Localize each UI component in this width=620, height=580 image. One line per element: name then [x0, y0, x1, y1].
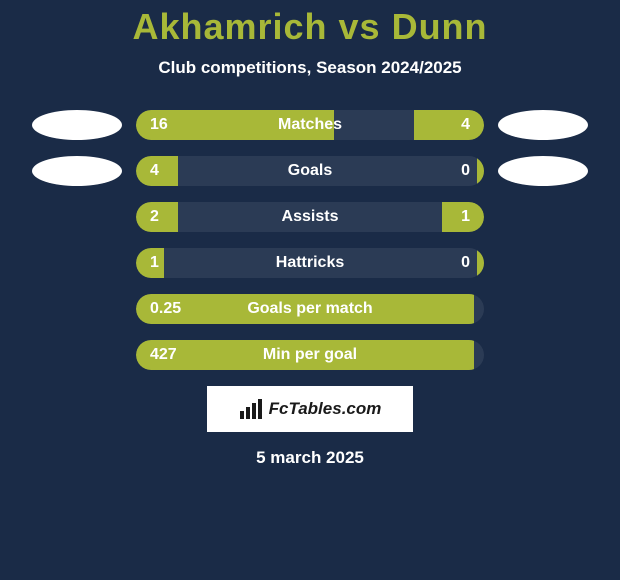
bar-chart-icon: [239, 399, 263, 419]
player-badge-left: [32, 156, 122, 186]
stat-value-right: 0: [461, 254, 470, 272]
stat-value-left: 16: [150, 116, 168, 134]
stat-label: Matches: [278, 116, 342, 134]
stat-bar: 2 1 Assists: [136, 202, 484, 232]
badge-spacer: [32, 294, 122, 324]
badge-spacer: [32, 202, 122, 232]
stat-label: Assists: [282, 208, 339, 226]
stat-bar: 1 0 Hattricks: [136, 248, 484, 278]
badge-spacer: [498, 248, 588, 278]
badge-spacer: [498, 202, 588, 232]
stat-row: 2 1 Assists: [0, 202, 620, 232]
stat-label: Goals: [288, 162, 332, 180]
stat-bar: 4 0 Goals: [136, 156, 484, 186]
stat-bar: 427 Min per goal: [136, 340, 484, 370]
player-badge-right: [498, 156, 588, 186]
stat-value-right: 0: [461, 162, 470, 180]
stat-value-left: 2: [150, 208, 159, 226]
comparison-infographic: Akhamrich vs Dunn Club competitions, Sea…: [0, 0, 620, 468]
footer-date: 5 march 2025: [0, 448, 620, 468]
stat-value-left: 1: [150, 254, 159, 272]
stat-label: Min per goal: [263, 346, 357, 364]
stat-bar: 0.25 Goals per match: [136, 294, 484, 324]
page-title: Akhamrich vs Dunn: [0, 6, 620, 48]
stat-value-left: 0.25: [150, 300, 181, 318]
badge-spacer: [32, 248, 122, 278]
stat-value-right: 4: [461, 116, 470, 134]
stat-value-left: 4: [150, 162, 159, 180]
stat-row: 427 Min per goal: [0, 340, 620, 370]
stat-row: 4 0 Goals: [0, 156, 620, 186]
bar-fill-right: [414, 110, 484, 140]
player-badge-left: [32, 110, 122, 140]
stats-rows: 16 4 Matches 4 0 Goals 2 1 Assists 1 0 Hattricks 0.2…: [0, 110, 620, 370]
stat-row: 16 4 Matches: [0, 110, 620, 140]
footer-logo-text: FcTables.com: [269, 399, 382, 419]
footer-logo: FcTables.com: [207, 386, 413, 432]
stat-bar: 16 4 Matches: [136, 110, 484, 140]
player-badge-right: [498, 110, 588, 140]
stat-label: Goals per match: [247, 300, 372, 318]
stat-row: 0.25 Goals per match: [0, 294, 620, 324]
bar-fill-right: [477, 156, 484, 186]
stat-value-right: 1: [461, 208, 470, 226]
stat-value-left: 427: [150, 346, 177, 364]
bar-fill-right: [477, 248, 484, 278]
page-subtitle: Club competitions, Season 2024/2025: [0, 58, 620, 78]
stat-row: 1 0 Hattricks: [0, 248, 620, 278]
stat-label: Hattricks: [276, 254, 344, 272]
badge-spacer: [32, 340, 122, 370]
badge-spacer: [498, 294, 588, 324]
badge-spacer: [498, 340, 588, 370]
